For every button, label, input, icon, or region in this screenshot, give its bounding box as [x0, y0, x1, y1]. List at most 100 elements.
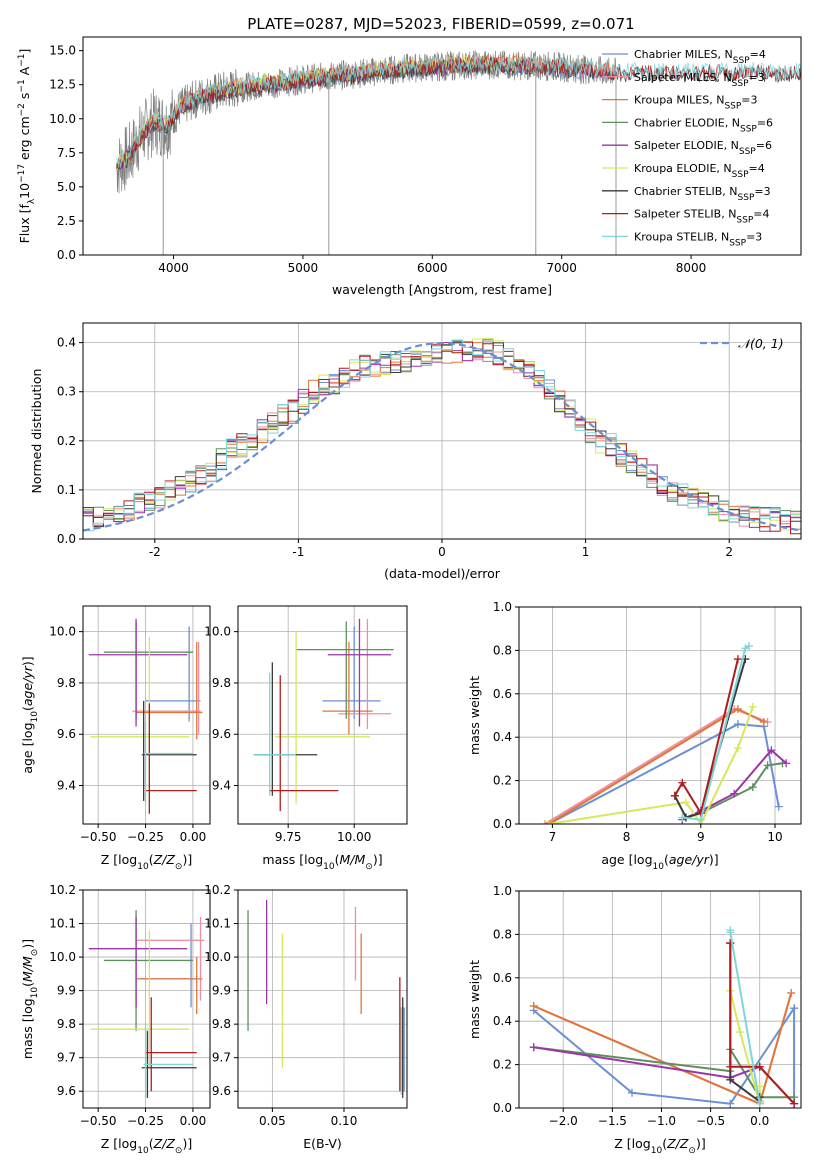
weight-marker — [726, 928, 735, 937]
weight-marker — [763, 761, 772, 770]
y-tick-label: 0.3 — [57, 385, 76, 399]
label-part: age [log — [20, 722, 35, 773]
y-tick-label: 10.1 — [49, 917, 76, 931]
y-tick-label: 9.6 — [212, 727, 231, 741]
weight-marker — [759, 718, 768, 727]
y-tick-label: 0.8 — [493, 643, 512, 657]
chart-age_vs_Z: −0.50 −0.25 0.009.49.69.810.0Z [log10(Z/Z⊙… — [20, 605, 211, 872]
x-tick-label: 0.0 — [750, 1114, 769, 1128]
x-tick-label: 8 — [623, 830, 631, 844]
y-tick-label: 9.8 — [57, 676, 76, 690]
y-tick-label: 0.6 — [493, 971, 512, 985]
label-part: )] — [182, 852, 192, 867]
label-part: age [log — [601, 852, 652, 867]
label-part: E(B-V) — [303, 1136, 342, 1151]
label-part: Salpeter STELIB, N — [634, 208, 736, 221]
weight-series-line — [548, 723, 780, 824]
weight-marker — [529, 1043, 538, 1052]
weight-marker — [681, 798, 690, 807]
legend-label: 𝒩(0, 1) — [738, 336, 784, 351]
weight-marker — [755, 1097, 764, 1106]
label-part: )] — [182, 1136, 192, 1151]
legend-label: Salpeter STELIB, NSSP=4 — [634, 208, 770, 226]
figure-title: PLATE=0287, MJD=52023, FIBERID=0599, z=0… — [247, 15, 634, 33]
legend-label: Kroupa STELIB, NSSP=3 — [634, 230, 762, 248]
y-tick-label: 9.9 — [212, 984, 231, 998]
label-part: =6 — [757, 116, 773, 129]
x-tick-label: −0.25 — [127, 1114, 164, 1128]
x-tick-label: 8000 — [676, 261, 707, 275]
y-tick-label: 9.4 — [57, 779, 76, 793]
y-tick-label: 12.5 — [49, 78, 76, 92]
label-part: SSP — [732, 170, 749, 180]
x-axis-label: mass [log10(M/M⊙)] — [262, 852, 382, 872]
x-tick-label: −1.5 — [598, 1114, 627, 1128]
legend: 𝒩(0, 1) — [700, 336, 784, 351]
legend-label: Salpeter MILES, NSSP=3 — [634, 71, 765, 89]
chart-age_vs_mass: 9.75 10.00 9.4 9.6 9.8 10.0 mass [log10(M/M⊙)] — [204, 605, 408, 872]
y-tick-label: 10.2 — [204, 883, 231, 897]
x-tick-label: −2.0 — [549, 1114, 578, 1128]
label-part: Z [log — [101, 1136, 137, 1151]
label-part: )] — [709, 852, 719, 867]
y-tick-label: 0.0 — [57, 532, 76, 546]
label-part: SSP — [736, 216, 753, 226]
x-tick-label: 0.10 — [331, 1114, 358, 1128]
weight-series-line — [548, 706, 754, 824]
label-part: SSP — [732, 79, 749, 89]
label-part: Z/Z — [153, 1136, 176, 1151]
x-tick-label: 7000 — [546, 261, 577, 275]
label-part: Kroupa MILES, N — [634, 94, 724, 107]
weight-marker — [726, 1075, 735, 1084]
label-part: =4 — [753, 208, 769, 221]
axes-frame — [518, 606, 802, 825]
label-part: =3 — [754, 185, 770, 198]
y-tick-label: 0.1 — [57, 483, 76, 497]
label-part: mass [log — [262, 852, 323, 867]
y-tick-label: 0.0 — [493, 817, 512, 831]
weight-series-line — [729, 930, 761, 1104]
y-tick-label: 9.9 — [57, 984, 76, 998]
label-part: 10 — [137, 862, 149, 872]
x-tick-label: -2 — [149, 545, 161, 559]
label-part: Salpeter MILES, N — [634, 71, 732, 84]
y-tick-label: 10.1 — [204, 917, 231, 931]
label-part: SSP — [724, 102, 741, 112]
plot-area — [540, 642, 791, 824]
weight-marker — [745, 642, 754, 651]
axes-frame — [82, 889, 211, 1109]
y-tick-label: 0.8 — [493, 927, 512, 941]
label-part: ( — [20, 706, 35, 711]
label-part: 10 — [137, 1146, 149, 1156]
label-part: )] — [20, 939, 35, 949]
weight-marker — [670, 791, 679, 800]
label-part: Chabrier STELIB, N — [634, 185, 738, 198]
y-tick-label: 0.2 — [493, 1058, 512, 1072]
weight-marker — [696, 815, 705, 824]
legend-label: Chabrier ELODIE, NSSP=6 — [634, 116, 773, 134]
label-part: SSP — [729, 238, 746, 248]
label-part: ( — [149, 852, 154, 867]
y-tick-label: 9.8 — [57, 1017, 76, 1031]
axes-frame — [518, 890, 802, 1109]
label-part: SSP — [739, 147, 756, 157]
x-tick-label: 0.00 — [180, 1114, 207, 1128]
label-part: Flux [f — [17, 204, 32, 244]
y-tick-label: 1.0 — [493, 600, 512, 614]
label-part: SSP — [733, 56, 750, 66]
spectrum-model-line — [116, 54, 801, 168]
label-part: Chabrier MILES, N — [634, 48, 733, 61]
y-tick-label: 0.0 — [493, 1101, 512, 1115]
plot-area — [247, 900, 405, 1098]
label-part: ⊙ — [175, 1146, 183, 1156]
y-tick-label: 1.0 — [493, 884, 512, 898]
label-part: Z [log — [614, 1136, 650, 1151]
y-axis-label: Flux [fλ10−17 erg cm−2 s−1 A−1] — [17, 49, 37, 244]
label-part: erg cm — [17, 116, 32, 164]
weight-marker — [726, 1099, 735, 1108]
y-tick-label: 9.7 — [212, 1051, 231, 1065]
label-part: Z/Z — [666, 1136, 689, 1151]
x-tick-label: 0 — [438, 545, 446, 559]
